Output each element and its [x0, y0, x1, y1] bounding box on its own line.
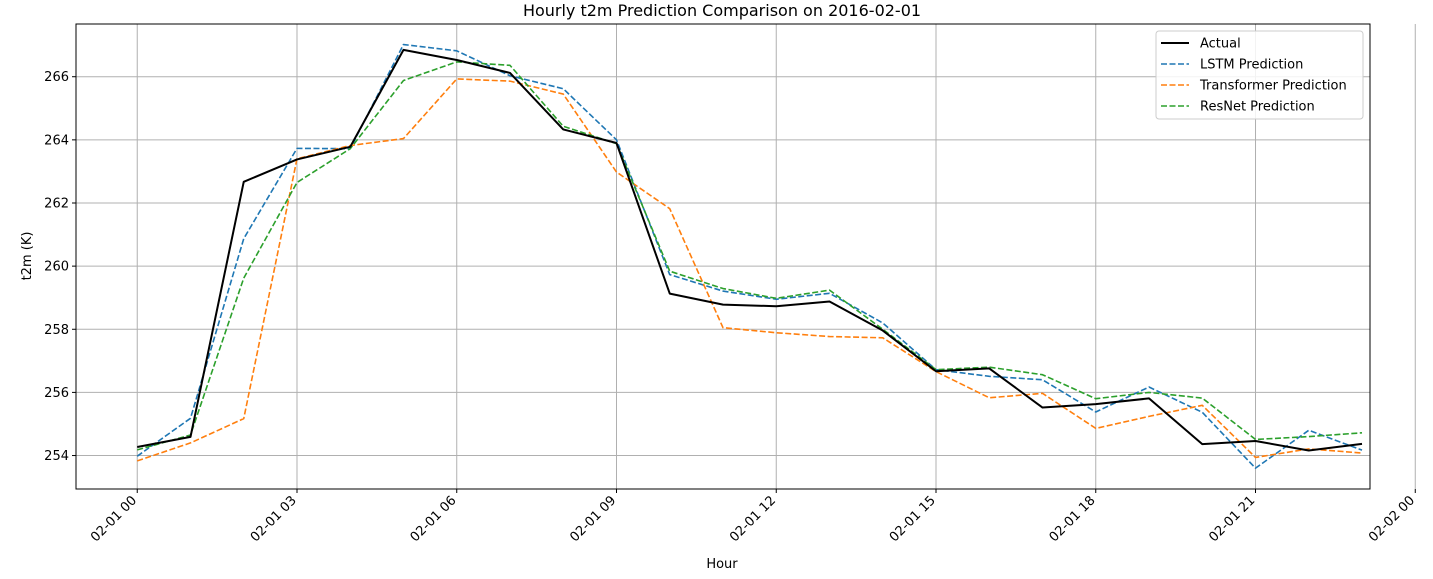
legend-label: Transformer Prediction — [1199, 79, 1347, 94]
series-line-actual — [137, 48, 1363, 452]
y-axis-label: t2m (K) — [20, 232, 35, 281]
legend: Actual LSTM Prediction Transformer Predict… — [1155, 30, 1364, 120]
chart-title: Hourly t2m Prediction Comparison on 2016… — [523, 1, 921, 20]
y-tick-label: 256 — [44, 386, 69, 401]
legend-label: Actual — [1200, 37, 1241, 52]
series-line-transformer-prediction — [136, 78, 1363, 462]
y-tick-label: 254 — [44, 449, 69, 464]
series-line-resnet-prediction — [137, 61, 1363, 451]
legend-label: ResNet Prediction — [1200, 100, 1315, 115]
y-axis-ticks: 254 256 258 260 262 264 266 — [44, 70, 76, 464]
y-tick-label: 264 — [44, 133, 69, 148]
legend-label: LSTM Prediction — [1200, 58, 1303, 73]
y-tick-label: 266 — [44, 70, 69, 85]
y-tick-label: 260 — [44, 260, 69, 275]
x-axis-label: Hour — [706, 557, 738, 572]
legend-box — [1155, 30, 1364, 120]
plot-frame — [75, 23, 1371, 490]
y-tick-label: 258 — [44, 323, 69, 338]
series-lines — [136, 43, 1363, 469]
y-tick-label: 262 — [44, 196, 69, 211]
